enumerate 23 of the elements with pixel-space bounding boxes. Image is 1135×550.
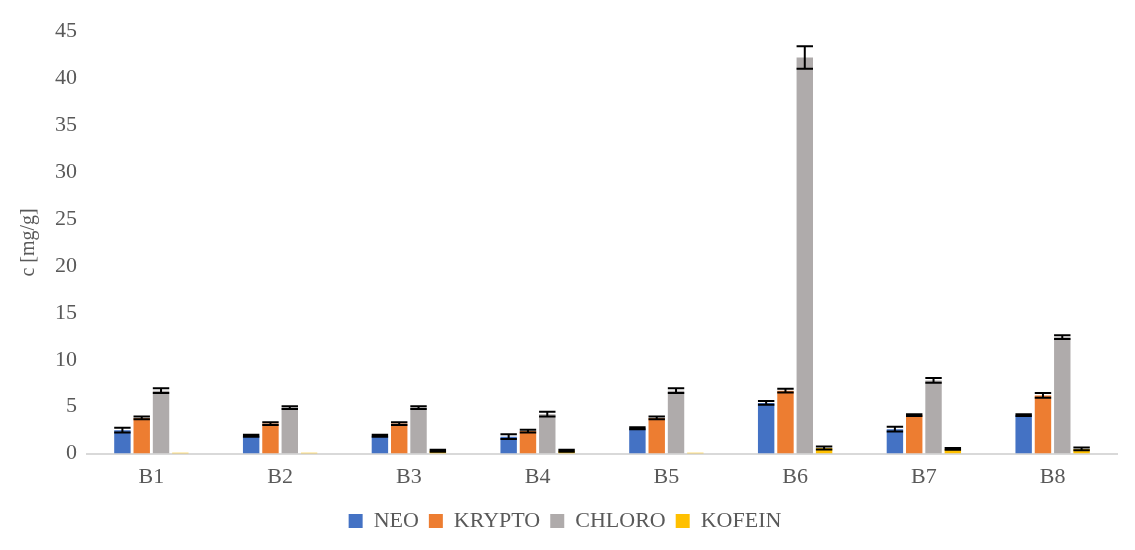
y-tick-label: 0 [66,439,77,465]
x-tick-label: B7 [911,462,937,488]
y-tick-label: 10 [55,345,77,371]
legend-label: CHLORO [575,506,666,532]
legend-label: NEO [373,506,419,532]
y-tick-label: 15 [55,298,77,324]
x-tick-label: B2 [267,462,293,488]
y-axis-title: c [mg/g] [16,208,40,277]
y-tick-label: 45 [55,16,77,42]
y-tick-label: 20 [55,251,77,277]
legend-label: KOFEIN [700,506,782,532]
x-tick-label: B5 [653,462,680,488]
y-tick-label: 5 [66,392,77,418]
x-tick-label: B6 [782,462,808,488]
y-tick-label: 40 [55,63,77,89]
legend-label: KRYPTO [453,506,541,532]
y-tick-label: 35 [55,110,77,136]
x-tick-label: B8 [1039,462,1066,488]
x-tick-label: B4 [524,462,551,488]
x-tick-label: B1 [138,462,165,488]
y-tick-label: 25 [55,204,77,230]
y-tick-label: 30 [55,157,77,183]
x-tick-label: B3 [396,462,422,488]
